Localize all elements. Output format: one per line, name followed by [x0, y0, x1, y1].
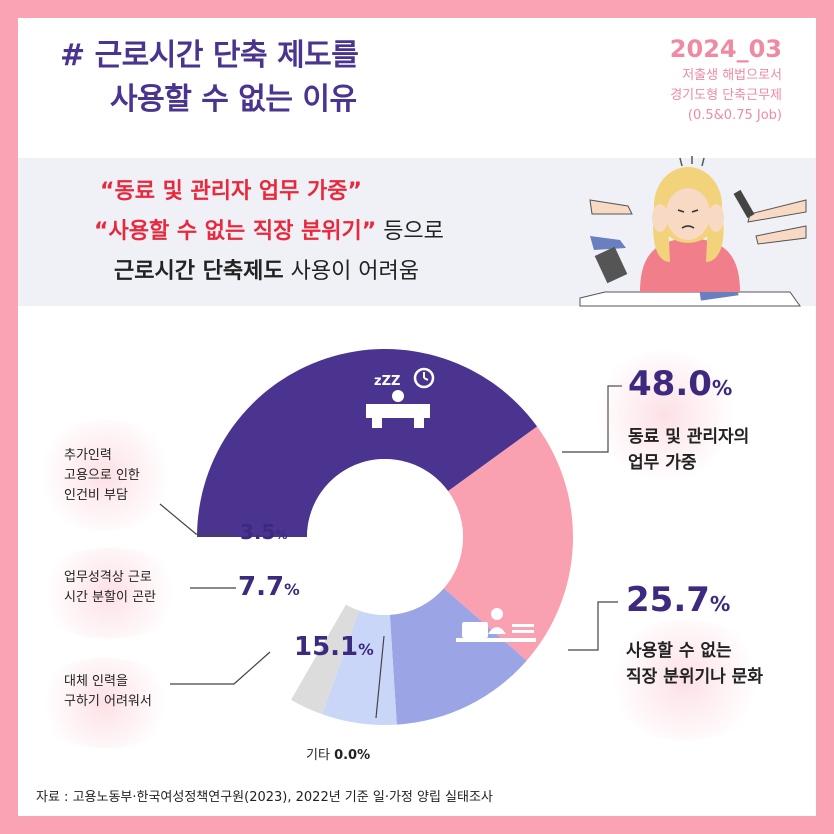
value-label-4: 7.7%: [238, 572, 300, 602]
office-desk-clock-icon: zZZ: [366, 367, 435, 428]
value-label-2: 25.7%: [626, 580, 731, 620]
quote-2-suffix: 등으로: [376, 219, 444, 244]
glow-1: [590, 350, 740, 480]
donut-slice-3: [389, 588, 527, 725]
subtitle-line1: 저출생 해법으로서: [682, 68, 782, 83]
quote-1: “동료 및 관리자 업무 가중”: [100, 179, 362, 204]
quote-2-line: “사용할 수 없는 직장 분위기” 등으로: [94, 212, 444, 252]
series-tag-block: 2024_03 저출생 해법으로서 경기도형 단축근무제 (0.5&0.75 J…: [670, 32, 782, 126]
subtitle-line3: (0.5&0.75 Job): [687, 108, 782, 123]
donut-slice-1: [197, 349, 538, 537]
donut-slice-2: [443, 426, 573, 661]
glow-4: [30, 548, 190, 638]
glow-3: [30, 658, 180, 748]
value-label-1: 48.0%: [628, 364, 733, 404]
category-label-2: 사용할 수 없는 직장 분위기나 문화: [626, 641, 763, 687]
quote-3-bold: 근로시간 단축제도: [114, 259, 284, 284]
title-line2: 사용할 수 없는 이유: [110, 82, 357, 117]
value-label-5: 3.5%: [240, 520, 288, 544]
series-tag: 2024_03: [669, 35, 782, 63]
laptop-person-icon: [456, 608, 536, 642]
leader-line-2: [568, 601, 618, 651]
quote-2: “사용할 수 없는 직장 분위기”: [94, 219, 377, 244]
subtitle-line2: 경기도형 단축근무제: [670, 88, 782, 103]
category-label-3: 대체 인력을 구하기 어려워서: [64, 674, 152, 709]
category-label-1: 동료 및 관리자의 업무 가중: [628, 427, 750, 473]
glow-2: [600, 620, 770, 740]
leader-line-5: [159, 503, 232, 535]
page-title: # 근로시간 단축 제도를 사용할 수 없는 이유: [60, 34, 359, 122]
quote-3-line: 근로시간 단축제도 사용이 어려움: [114, 252, 419, 292]
donut-hole: [307, 459, 463, 615]
category-label-6: 기타 0.0%: [306, 748, 371, 763]
source-note: 자료 : 고용노동부·한국여성정책연구원(2023), 2022년 기준 일·가…: [36, 790, 493, 805]
glow-5: [30, 420, 180, 530]
category-label-4: 업무성격상 근로 시간 분할이 곤란: [64, 570, 156, 605]
leader-line-6: [375, 635, 385, 719]
category-label-5: 추가인력 고용으로 인한 인건비 부담: [64, 448, 140, 503]
quote-3-rest: 사용이 어려움: [283, 259, 420, 284]
leader-line-3: [170, 651, 271, 685]
donut-slice-5: [291, 604, 359, 715]
title-line1: # 근로시간 단축 제도를: [60, 38, 359, 73]
value-label-3: 15.1%: [294, 632, 374, 662]
svg-text:zZZ: zZZ: [374, 374, 400, 389]
